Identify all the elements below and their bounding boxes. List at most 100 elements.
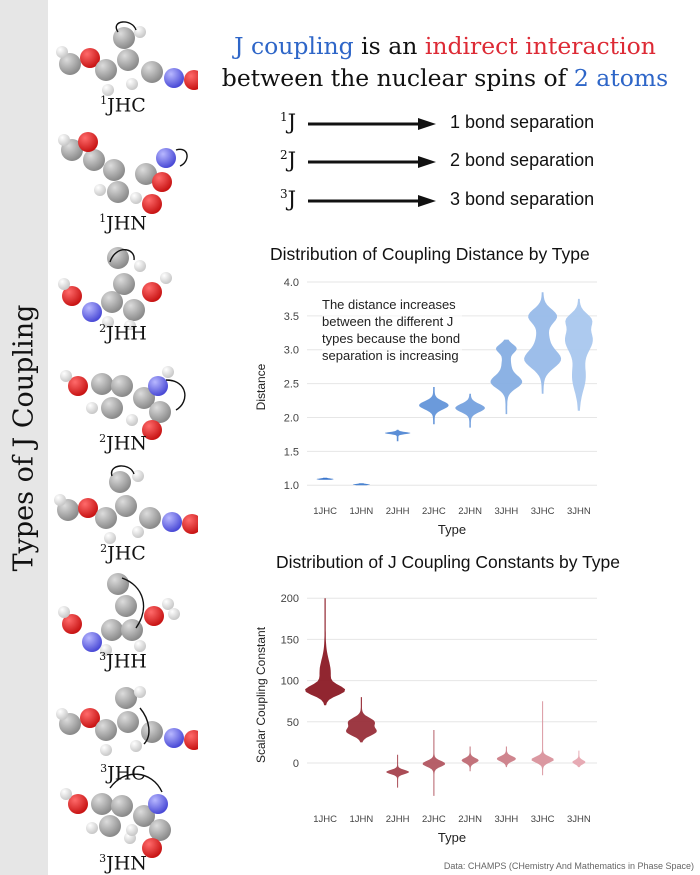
atom — [59, 53, 81, 75]
annotation: The distance increases between the diffe… — [322, 296, 462, 364]
atom — [148, 376, 168, 396]
y-axis-label: Distance — [254, 363, 268, 410]
y-tick-label: 1.0 — [284, 480, 299, 492]
atom — [135, 163, 157, 185]
atom — [91, 373, 113, 395]
atom — [78, 132, 98, 152]
molecule-illustration — [56, 21, 198, 96]
headline: J coupling is an indirect interaction be… — [200, 30, 690, 94]
violin-3JHH — [490, 339, 523, 415]
molecule-label: 2JHC — [100, 542, 146, 565]
credit: Data: CHAMPS (CHemistry And Mathematics … — [443, 861, 694, 871]
atom — [95, 719, 117, 741]
violin-1JHN — [346, 697, 377, 743]
violin-3JHN — [565, 298, 593, 411]
molecule-illustration — [58, 132, 188, 214]
atom — [142, 282, 162, 302]
headline-connector: is an — [353, 32, 425, 60]
molecule-2JHN: 2JHN — [48, 350, 198, 454]
atom — [102, 84, 114, 96]
y-tick-label: 100 — [281, 676, 299, 688]
x-tick-label: 3JHC — [531, 814, 555, 825]
x-tick-label: 1JHC — [313, 814, 337, 825]
violin-1JHC — [305, 598, 346, 706]
atom — [80, 48, 100, 68]
x-tick-label: 2JHN — [458, 814, 482, 825]
constant-chart-title: Distribution of J Coupling Constants by … — [276, 552, 621, 572]
x-tick-label: 3JHN — [567, 814, 591, 825]
atom — [130, 740, 142, 752]
headline-emphasis: indirect interaction — [424, 32, 656, 60]
x-tick-label: 2JHH — [386, 506, 410, 517]
y-tick-label: 150 — [281, 634, 299, 646]
atom — [134, 260, 146, 272]
coupling-arrow-icon — [121, 577, 145, 629]
legend-row-3: 3J 3 bond separation — [280, 187, 700, 217]
molecule-label: 2JHH — [99, 322, 147, 345]
molecule-illustration — [58, 573, 180, 656]
atom — [115, 687, 137, 709]
atom — [109, 471, 131, 493]
atom — [62, 614, 82, 634]
molecule-label: 3JHC — [100, 762, 146, 785]
atom — [60, 370, 72, 382]
molecule-illustration — [54, 465, 198, 544]
atom — [56, 708, 68, 720]
y-tick-label: 2.5 — [284, 379, 299, 391]
x-tick-label: 2JHC — [422, 506, 446, 517]
molecule-3JHH: 3JHH — [48, 568, 198, 672]
atom — [132, 526, 144, 538]
atom — [156, 148, 176, 168]
atom — [126, 414, 138, 426]
coupling-arrow-icon — [115, 21, 137, 33]
atom — [115, 595, 137, 617]
headline-atoms: 2 atoms — [573, 64, 669, 92]
atom — [104, 532, 116, 544]
legend-text: 3 bond separation — [450, 189, 595, 209]
coupling-arrow-icon — [110, 465, 135, 477]
atom — [126, 78, 138, 90]
atom — [115, 495, 137, 517]
atom — [80, 708, 100, 728]
violin-3JHC — [524, 292, 562, 394]
atom — [142, 838, 162, 858]
atom — [86, 402, 98, 414]
legend-text: 1 bond separation — [450, 112, 595, 132]
atom — [107, 181, 129, 203]
y-tick-label: 0 — [293, 758, 299, 770]
atom — [102, 316, 114, 328]
violin-1JHN — [352, 483, 370, 486]
atom — [111, 795, 133, 817]
arrow-icon — [308, 118, 436, 130]
atom — [141, 721, 163, 743]
atom — [100, 744, 112, 756]
atom — [139, 507, 161, 529]
atom — [101, 291, 123, 313]
coupling-arrow-icon — [109, 773, 163, 793]
x-axis-label: Type — [438, 830, 466, 845]
arrow-icon — [308, 156, 436, 168]
y-tick-label: 2.0 — [284, 412, 299, 424]
legend-symbol: 1J — [280, 110, 297, 134]
atom — [117, 49, 139, 71]
atom — [68, 794, 88, 814]
atom — [103, 159, 125, 181]
molecule-3JHC: 3JHC — [48, 680, 198, 784]
atom — [130, 192, 142, 204]
x-tick-label: 3JHN — [567, 506, 591, 517]
x-tick-label: 1JHN — [349, 506, 373, 517]
x-tick-label: 1JHC — [313, 506, 337, 517]
legend-row-2: 2J 2 bond separation — [280, 148, 700, 178]
atom — [82, 302, 102, 322]
atom — [68, 376, 88, 396]
molecule-1JHC: 1JHC — [48, 12, 198, 116]
atom — [142, 194, 162, 214]
y-tick-label: 1.5 — [284, 446, 299, 458]
molecule-label: 3JHN — [99, 852, 147, 875]
x-tick-label: 3JHC — [531, 506, 555, 517]
molecule-illustration — [58, 247, 172, 330]
violin-1JHC — [316, 477, 334, 480]
atom — [149, 401, 171, 423]
y-tick-label: 3.5 — [284, 311, 299, 323]
atom — [124, 320, 136, 330]
